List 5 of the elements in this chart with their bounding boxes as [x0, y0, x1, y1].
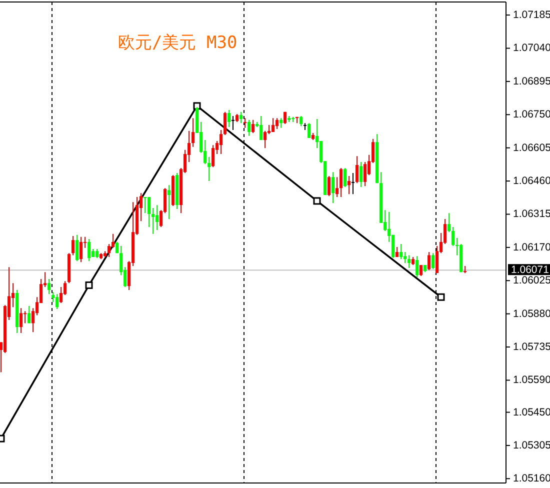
point	[313, 197, 321, 205]
ref-line-label: 1.06071	[511, 264, 550, 276]
text: 欧元/美元 M30	[118, 33, 238, 53]
point	[85, 281, 93, 289]
point	[437, 293, 445, 301]
